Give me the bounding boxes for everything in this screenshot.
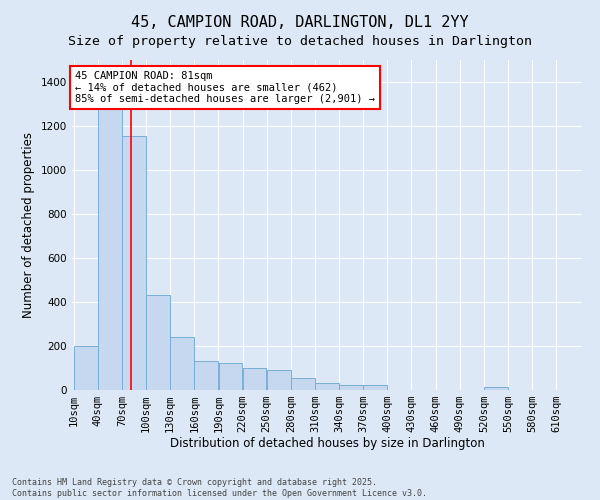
Text: Size of property relative to detached houses in Darlington: Size of property relative to detached ho… bbox=[68, 35, 532, 48]
Bar bbox=[291, 378, 315, 390]
X-axis label: Distribution of detached houses by size in Darlington: Distribution of detached houses by size … bbox=[170, 436, 484, 450]
Bar bbox=[315, 384, 339, 390]
Bar bbox=[194, 362, 218, 390]
Bar bbox=[339, 384, 363, 390]
Bar bbox=[170, 337, 194, 390]
Bar bbox=[122, 136, 146, 390]
Bar bbox=[146, 296, 170, 390]
Bar bbox=[364, 384, 387, 390]
Y-axis label: Number of detached properties: Number of detached properties bbox=[22, 132, 35, 318]
Bar bbox=[267, 370, 290, 390]
Bar bbox=[74, 346, 98, 390]
Text: Contains HM Land Registry data © Crown copyright and database right 2025.
Contai: Contains HM Land Registry data © Crown c… bbox=[12, 478, 427, 498]
Text: 45 CAMPION ROAD: 81sqm
← 14% of detached houses are smaller (462)
85% of semi-de: 45 CAMPION ROAD: 81sqm ← 14% of detached… bbox=[75, 71, 375, 104]
Bar bbox=[484, 386, 508, 390]
Bar bbox=[243, 368, 266, 390]
Bar bbox=[218, 362, 242, 390]
Text: 45, CAMPION ROAD, DARLINGTON, DL1 2YY: 45, CAMPION ROAD, DARLINGTON, DL1 2YY bbox=[131, 15, 469, 30]
Bar bbox=[98, 98, 122, 390]
